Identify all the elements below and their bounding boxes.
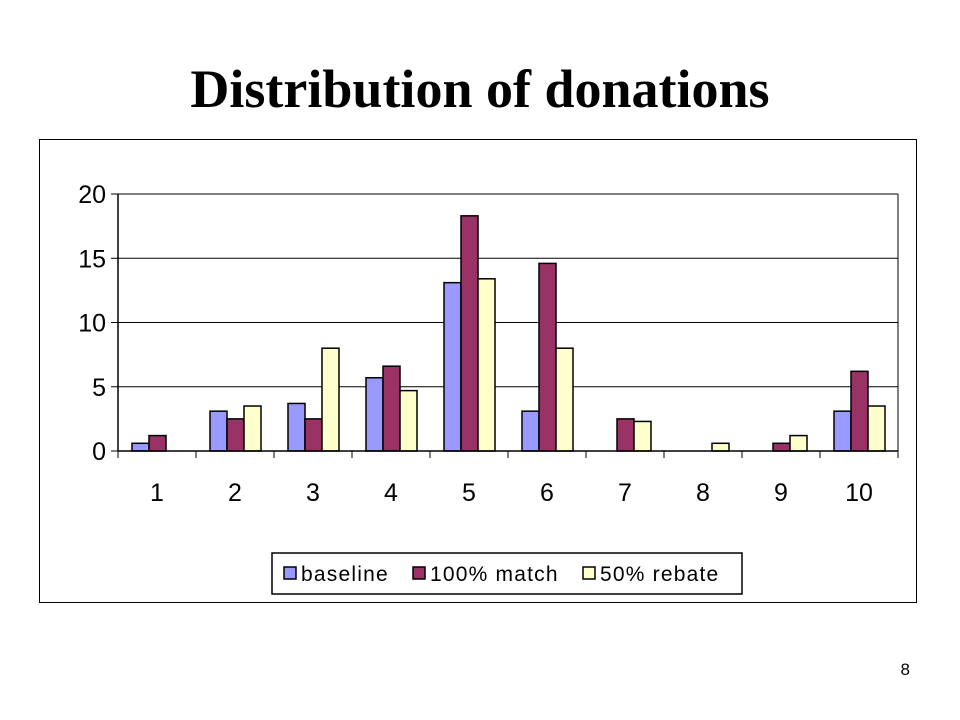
legend-swatch	[582, 566, 596, 580]
bar-baseline-1	[131, 442, 150, 452]
x-tick-label: 8	[696, 479, 710, 507]
bar-50-rebate-7	[633, 420, 652, 452]
axes	[111, 193, 899, 458]
legend-box	[271, 552, 743, 595]
bar-50-rebate-6	[555, 347, 574, 452]
legend-swatch	[283, 566, 297, 580]
bar-chart: 0 5 10 15 20 1 2 3 4 5 6 7 8 9 10 baseline 100% match 50…	[78, 181, 899, 595]
x-tick-label: 2	[228, 479, 242, 507]
tick-labels: 0 5 10 15 20 1 2 3 4 5 6 7 8 9 10	[78, 181, 873, 507]
bar-50-rebate-2	[243, 405, 262, 452]
x-tick-label: 4	[384, 479, 398, 507]
bar-100-match-2	[226, 418, 245, 452]
legend-swatch	[412, 566, 426, 580]
bars	[131, 215, 886, 452]
bar-100-match-5	[460, 215, 479, 452]
legend-label: baseline	[301, 563, 389, 586]
bar-baseline-3	[287, 402, 306, 452]
y-tick-label: 0	[92, 438, 106, 466]
bar-50-rebate-4	[399, 389, 418, 452]
y-tick-label: 5	[92, 374, 106, 402]
bar-50-rebate-3	[321, 347, 340, 452]
bar-100-match-1	[148, 434, 167, 452]
x-tick-label: 5	[462, 479, 476, 507]
x-tick-label: 6	[540, 479, 554, 507]
slide-title: Distribution of donations	[190, 59, 770, 119]
y-tick-label: 15	[78, 245, 106, 273]
bar-baseline-10	[833, 410, 852, 452]
y-tick-label: 10	[78, 310, 106, 338]
chart-frame: 0 5 10 15 20 1 2 3 4 5 6 7 8 9 10 baseline 100% match 50…	[39, 139, 917, 603]
bar-baseline-4	[365, 377, 384, 452]
x-tick-label: 9	[774, 479, 788, 507]
gridlines	[118, 193, 899, 451]
bar-100-match-7	[616, 418, 635, 452]
legend-label: 100% match	[430, 563, 559, 586]
bar-50-rebate-9	[789, 434, 808, 452]
slide-number: 8	[900, 660, 910, 679]
y-tick-label: 20	[78, 181, 106, 209]
bar-100-match-10	[850, 370, 869, 452]
bar-100-match-6	[538, 262, 557, 452]
x-tick-label: 10	[845, 479, 873, 507]
bar-100-match-4	[382, 365, 401, 452]
bar-50-rebate-10	[867, 405, 886, 452]
x-tick-label: 1	[150, 479, 164, 507]
bar-baseline-6	[521, 410, 540, 452]
x-tick-label: 3	[306, 479, 320, 507]
bar-baseline-2	[209, 410, 228, 452]
bar-100-match-9	[772, 442, 791, 452]
bar-baseline-5	[443, 281, 462, 452]
bar-100-match-3	[304, 418, 323, 452]
x-tick-label: 7	[618, 479, 632, 507]
bar-50-rebate-8	[711, 442, 730, 452]
bar-50-rebate-5	[477, 278, 496, 452]
legend-label: 50% rebate	[600, 563, 719, 586]
legend: baseline 100% match 50% rebate	[271, 552, 743, 595]
